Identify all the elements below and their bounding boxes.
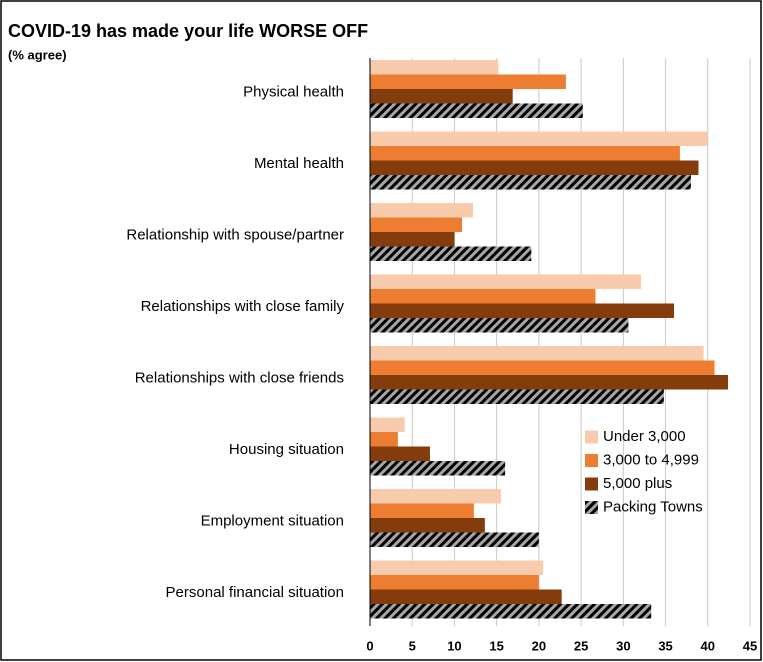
bar: [370, 274, 642, 289]
bar: [370, 461, 506, 476]
bar: [370, 146, 680, 161]
bar: [370, 203, 474, 218]
bar: [370, 518, 485, 533]
bar: [370, 589, 562, 604]
bar: [370, 318, 629, 333]
bar: [370, 217, 463, 232]
legend-swatch: [585, 430, 598, 444]
bar: [370, 103, 583, 118]
bar: [370, 175, 691, 190]
bar: [370, 489, 501, 504]
bar: [370, 575, 539, 590]
legend-label: Packing Towns: [603, 498, 703, 515]
chart-subtitle: (% agree): [8, 47, 67, 62]
bar: [370, 303, 674, 318]
y-tick-label: Housing situation: [229, 441, 344, 458]
bar: [370, 346, 704, 361]
legend-label: 3,000 to 4,999: [603, 451, 699, 468]
bar: [370, 289, 596, 304]
bar: [370, 246, 532, 261]
x-tick-label: 45: [743, 638, 757, 653]
legend-label: 5,000 plus: [603, 475, 672, 492]
bar: [370, 232, 455, 247]
bar: [370, 160, 699, 175]
bar: [370, 375, 729, 390]
bar: [370, 60, 499, 75]
legend-swatch: [585, 454, 598, 467]
x-tick-label: 0: [366, 638, 373, 653]
bar: [370, 389, 664, 404]
legend-label: Under 3,000: [603, 428, 686, 445]
x-tick-label: 25: [574, 638, 588, 653]
x-tick-label: 5: [409, 638, 416, 653]
bar: [370, 131, 708, 146]
y-tick-label: Physical health: [243, 84, 344, 101]
bar: [370, 89, 513, 104]
bar: [370, 446, 430, 461]
x-tick-label: 40: [701, 638, 715, 653]
x-tick-label: 30: [616, 638, 630, 653]
y-tick-label: Personal financial situation: [166, 584, 344, 601]
x-tick-label: 35: [658, 638, 672, 653]
bar: [370, 417, 405, 432]
bar: [370, 432, 398, 447]
bar: [370, 604, 652, 619]
y-tick-label: Relationship with spouse/partner: [126, 227, 344, 244]
x-tick-label: 15: [489, 638, 503, 653]
legend-swatch: [585, 501, 598, 514]
chart-title: COVID-19 has made your life WORSE OFF: [8, 21, 368, 41]
bar: [370, 532, 539, 547]
bar: [370, 503, 474, 518]
x-tick-label: 20: [532, 638, 546, 653]
bar: [370, 560, 544, 575]
bar: [370, 74, 566, 89]
y-tick-label: Relationships with close family: [141, 298, 345, 315]
x-tick-label: 10: [447, 638, 461, 653]
y-tick-label: Employment situation: [201, 513, 344, 530]
y-tick-label: Mental health: [254, 155, 344, 172]
legend-swatch: [585, 477, 598, 491]
y-tick-label: Relationships with close friends: [135, 370, 344, 387]
bar: [370, 360, 715, 375]
